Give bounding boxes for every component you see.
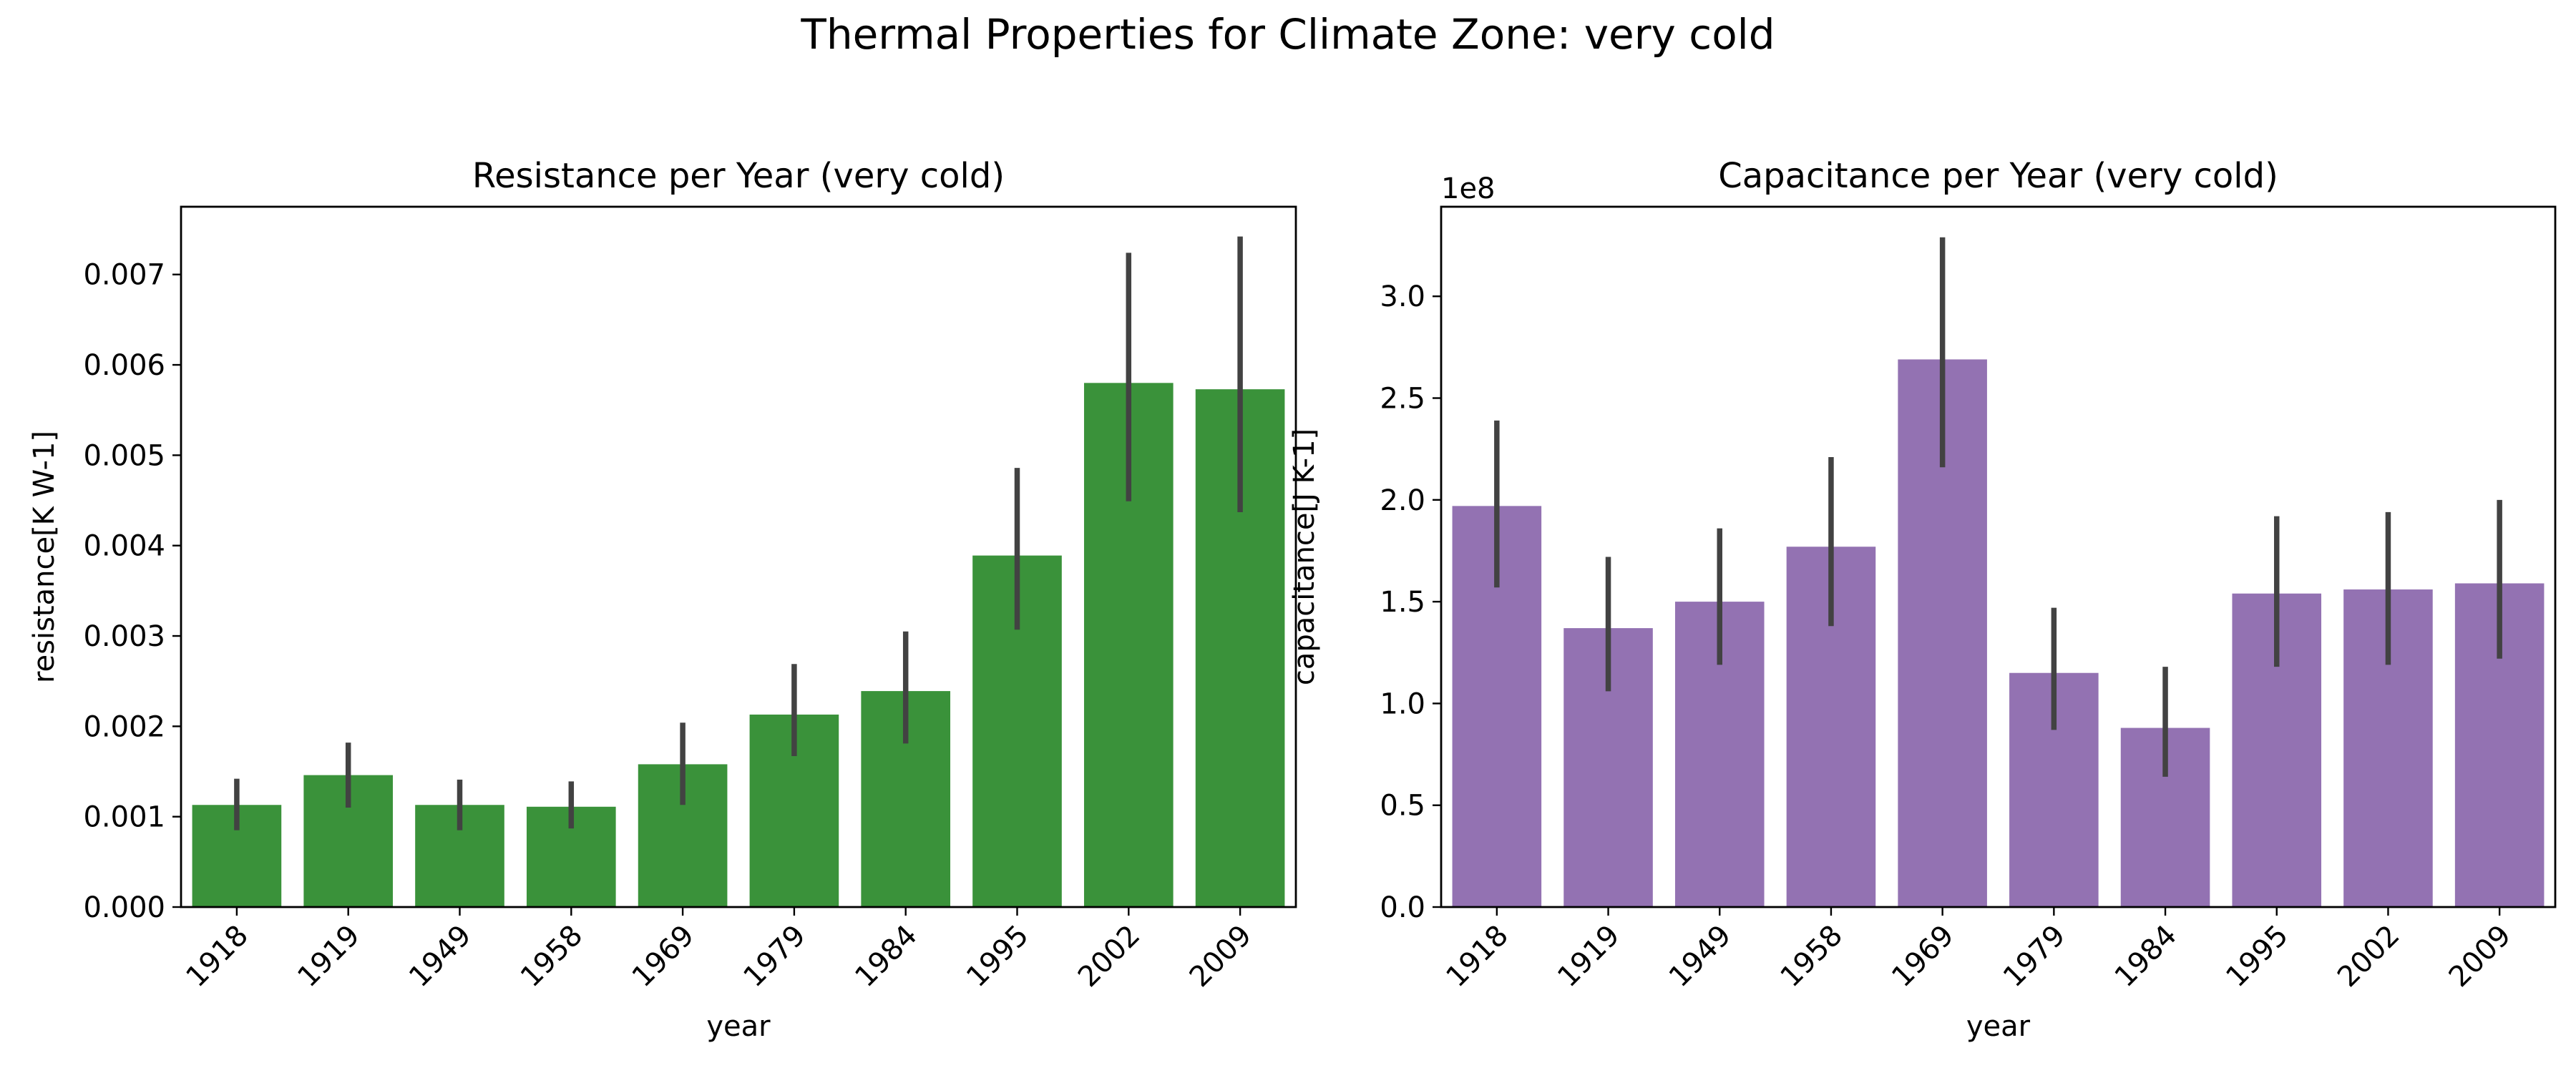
- x-axis-label: year: [1966, 1010, 2031, 1043]
- y-tick-label: 0.0: [1380, 891, 1425, 924]
- chart-panel-1: 0.000 0.001 0.002 0.003 0.004 0.005 0.006 0.007…: [28, 156, 1297, 1043]
- y-axis-label: capacitance[J K-1]: [1288, 428, 1321, 685]
- charts-container: 0.000 0.001 0.002 0.003 0.004 0.005 0.006 0.007…: [28, 156, 2557, 1043]
- y-tick-label: 0.006: [83, 349, 165, 382]
- y-tick-label: 0.003: [83, 620, 165, 653]
- y-tick-label: 0.000: [83, 891, 165, 924]
- axes-frame: [1440, 205, 2557, 908]
- y-tick-label: 0.5: [1380, 790, 1425, 823]
- y-tick-label: 0.002: [83, 710, 165, 743]
- y-axis-label: resistance[K W-1]: [28, 431, 61, 683]
- y-tick-label: 1.0: [1380, 687, 1425, 720]
- y-tick-label: 1.5: [1380, 586, 1425, 619]
- x-axis-label: year: [706, 1010, 771, 1043]
- figure-suptitle: Thermal Properties for Climate Zone: ver…: [800, 10, 1775, 59]
- y-offset-label: 1e8: [1441, 172, 1496, 205]
- y-tick-label: 0.005: [83, 439, 165, 472]
- chart-title: Capacitance per Year (very cold): [1718, 156, 2278, 196]
- y-tick-label: 2.5: [1380, 383, 1425, 416]
- y-tick-label: 2.0: [1380, 484, 1425, 517]
- y-tick-label: 0.007: [83, 259, 165, 292]
- y-tick-label: 3.0: [1380, 280, 1425, 313]
- axes-frame: [180, 205, 1297, 908]
- y-tick-label: 0.001: [83, 801, 165, 834]
- chart-title: Resistance per Year (very cold): [472, 156, 1005, 196]
- y-tick-label: 0.004: [83, 530, 165, 563]
